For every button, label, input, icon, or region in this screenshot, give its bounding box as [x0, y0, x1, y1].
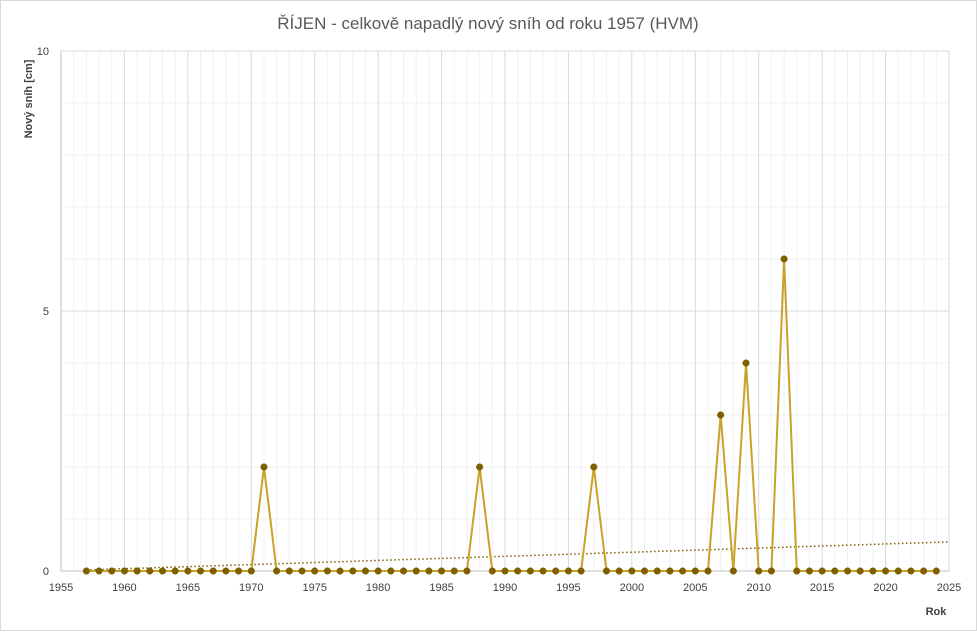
- data-point: [311, 567, 319, 575]
- data-point: [729, 567, 737, 575]
- data-point: [552, 567, 560, 575]
- x-tick-label: 2005: [683, 582, 707, 594]
- data-point: [450, 567, 458, 575]
- data-point: [374, 567, 382, 575]
- data-point: [869, 567, 877, 575]
- data-point: [932, 567, 940, 575]
- x-tick-label: 2020: [873, 582, 897, 594]
- data-point: [615, 567, 623, 575]
- data-point: [628, 567, 636, 575]
- data-point: [285, 567, 293, 575]
- data-point: [158, 567, 167, 575]
- data-point: [856, 567, 864, 575]
- data-point: [209, 567, 217, 575]
- data-point: [742, 359, 750, 367]
- data-point: [755, 567, 763, 575]
- major-gridlines: [60, 50, 950, 572]
- x-tick-label: 1985: [429, 582, 453, 594]
- data-point: [907, 567, 915, 575]
- y-tick-labels: 0 5 10: [37, 46, 49, 578]
- data-point: [666, 567, 674, 575]
- data-point: [564, 567, 572, 575]
- x-tick-label: 2010: [746, 582, 770, 594]
- data-point: [387, 567, 395, 575]
- data-point: [526, 567, 534, 575]
- data-point: [831, 567, 839, 575]
- data-point: [95, 567, 103, 575]
- data-point: [323, 567, 331, 575]
- data-point: [602, 567, 611, 575]
- y-axis-label: Nový sníh [cm]: [23, 59, 35, 138]
- y-tick-label: 10: [37, 46, 49, 58]
- data-point: [920, 567, 928, 575]
- data-point: [653, 567, 661, 575]
- data-point: [133, 567, 141, 575]
- data-point: [882, 567, 890, 575]
- data-point: [640, 567, 649, 575]
- data-point: [577, 567, 585, 575]
- data-point: [691, 567, 699, 575]
- data-point: [425, 567, 433, 575]
- data-point: [399, 567, 408, 575]
- chart-title: ŘÍJEN - celkově napadlý nový sníh od rok…: [277, 14, 698, 33]
- data-point: [171, 567, 179, 575]
- x-tick-label: 1975: [302, 582, 326, 594]
- x-tick-label: 1990: [493, 582, 517, 594]
- data-point: [146, 567, 154, 575]
- x-tick-label: 1955: [49, 582, 73, 594]
- data-point: [780, 255, 788, 263]
- y-tick-label: 5: [43, 306, 49, 318]
- data-point: [361, 567, 370, 575]
- data-point: [247, 567, 255, 575]
- x-tick-label: 1995: [556, 582, 580, 594]
- series-group: [82, 255, 940, 575]
- data-point: [767, 567, 775, 575]
- data-point: [488, 567, 496, 575]
- data-point: [298, 567, 306, 575]
- data-point: [805, 567, 814, 575]
- data-point: [82, 567, 90, 575]
- x-tick-label: 1980: [366, 582, 390, 594]
- data-point: [273, 567, 281, 575]
- data-point: [235, 567, 243, 575]
- data-point: [539, 567, 547, 575]
- y-tick-label: 0: [43, 566, 49, 578]
- data-point: [894, 567, 902, 575]
- data-point: [349, 567, 357, 575]
- data-point: [336, 567, 344, 575]
- x-tick-label: 2015: [810, 582, 834, 594]
- data-point: [818, 567, 826, 575]
- data-point: [412, 567, 420, 575]
- x-tick-label: 1960: [112, 582, 136, 594]
- x-tick-label: 1965: [176, 582, 200, 594]
- data-point: [120, 567, 128, 575]
- x-tick-labels: 1955 1960 1965 1970 1975 1980 1985 1990 1995 2000…: [49, 582, 961, 594]
- x-tick-label: 2025: [937, 582, 961, 594]
- x-axis-label: Rok: [926, 606, 948, 618]
- data-point: [843, 567, 852, 575]
- data-point: [184, 567, 192, 575]
- data-point: [260, 463, 268, 471]
- data-point: [476, 463, 484, 471]
- data-point: [793, 567, 801, 575]
- data-point: [704, 567, 712, 575]
- x-tick-label: 1970: [239, 582, 263, 594]
- data-point: [717, 411, 725, 419]
- x-tick-label: 2000: [620, 582, 644, 594]
- data-point: [108, 567, 116, 575]
- data-point: [501, 567, 509, 575]
- data-point: [438, 567, 446, 575]
- data-point: [679, 567, 687, 575]
- data-point: [590, 463, 598, 471]
- data-point: [222, 567, 230, 575]
- data-point: [196, 567, 205, 575]
- data-point: [463, 567, 471, 575]
- data-point: [514, 567, 522, 575]
